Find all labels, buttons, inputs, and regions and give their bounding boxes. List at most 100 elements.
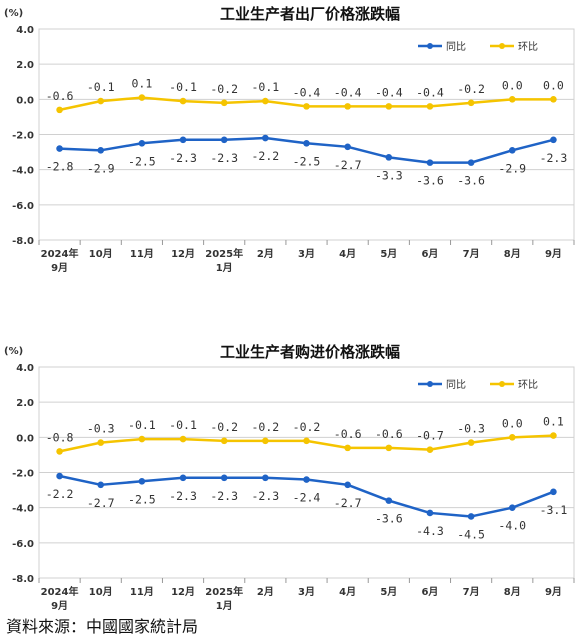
unit-label: (%) <box>4 346 23 357</box>
x-tick-label: 12月 <box>171 248 195 260</box>
data-label-mom: -0.4 <box>375 85 403 99</box>
data-point-yoy <box>220 474 228 482</box>
x-tick-label: 2024年 9月 <box>41 585 79 612</box>
unit-label: (%) <box>4 8 23 19</box>
x-tick-label: 2024年 9月 <box>41 247 79 274</box>
y-tick-label: -8.0 <box>12 236 34 247</box>
x-tick-label: 10月 <box>89 586 113 598</box>
data-point-yoy <box>179 474 187 482</box>
data-point-yoy <box>344 143 351 151</box>
data-point-mom <box>303 103 310 110</box>
data-point-yoy <box>426 159 434 166</box>
data-point-mom <box>508 96 516 103</box>
y-tick-label: 4.0 <box>16 363 34 374</box>
data-point-mom <box>426 446 434 453</box>
x-tick-label: 10月 <box>89 248 113 260</box>
data-label-yoy: -2.2 <box>251 149 279 163</box>
data-label-mom: -0.1 <box>169 80 197 94</box>
data-point-yoy <box>97 147 105 154</box>
data-label-yoy: -2.7 <box>334 158 362 172</box>
data-point-mom <box>303 437 310 445</box>
y-tick-label: -6.0 <box>12 539 34 550</box>
data-label-mom: -0.1 <box>251 80 279 94</box>
y-tick-label: 0.0 <box>16 95 34 106</box>
data-point-mom <box>426 103 434 110</box>
data-label-yoy: -3.1 <box>540 503 568 517</box>
data-point-mom <box>220 437 228 445</box>
legend-label-mom: 环比 <box>518 41 538 53</box>
data-point-yoy <box>138 477 146 485</box>
data-point-mom <box>508 434 516 441</box>
data-label-yoy: -2.9 <box>498 161 526 175</box>
x-tick-label: 9月 <box>545 248 562 260</box>
data-point-yoy <box>56 472 63 480</box>
data-label-yoy: -3.3 <box>375 168 403 182</box>
y-tick-label: 4.0 <box>16 25 34 36</box>
x-tick-label: 8月 <box>504 248 521 260</box>
legend-marker-mom <box>499 381 505 387</box>
data-label-mom: -0.6 <box>375 427 403 441</box>
data-label-mom: -0.3 <box>87 422 115 436</box>
data-point-yoy <box>97 481 105 489</box>
data-point-mom <box>262 97 269 105</box>
data-point-mom <box>97 439 105 446</box>
data-label-mom: -0.7 <box>416 429 444 443</box>
data-point-mom <box>138 94 146 101</box>
y-tick-label: -2.0 <box>12 131 34 142</box>
data-label-mom: 0.1 <box>131 77 152 91</box>
x-tick-label: 7月 <box>463 248 480 260</box>
data-label-yoy: -2.3 <box>210 489 238 503</box>
x-tick-label: 3月 <box>298 586 315 598</box>
data-label-mom: -0.1 <box>128 418 156 432</box>
data-label-mom: -0.2 <box>210 420 238 434</box>
data-label-yoy: -2.3 <box>169 151 197 165</box>
data-point-yoy <box>508 504 516 511</box>
data-point-mom <box>385 444 393 452</box>
data-point-mom <box>550 96 557 103</box>
data-label-yoy: -2.7 <box>334 496 362 510</box>
ppi-purchase-chart: 4.0 2.0 0.0 -2.0 -4.0 -6.0 -8.0 (%) 工业生产者购进价格涨跌幅… <box>4 343 575 612</box>
x-tick-label: 7月 <box>463 586 480 598</box>
data-point-mom <box>385 103 393 110</box>
data-point-mom <box>179 435 187 443</box>
data-point-yoy <box>508 147 516 154</box>
x-tick-label: 6月 <box>421 248 438 260</box>
data-point-mom <box>262 437 269 445</box>
data-point-mom <box>550 432 557 439</box>
data-point-mom <box>467 99 475 107</box>
legend-marker-yoy <box>427 381 433 387</box>
data-label-mom: -0.8 <box>46 430 74 444</box>
data-point-yoy <box>467 159 475 166</box>
data-label-mom: 0.0 <box>543 78 564 92</box>
data-label-yoy: -2.3 <box>251 489 279 503</box>
data-label-mom: 0.0 <box>502 416 523 430</box>
chart-title: 工业生产者出厂价格涨跌幅 <box>220 5 400 23</box>
y-tick-label: 2.0 <box>16 60 34 71</box>
data-point-yoy <box>138 139 146 147</box>
data-point-yoy <box>385 497 393 504</box>
data-point-yoy <box>262 474 269 482</box>
data-label-mom: -0.6 <box>46 89 74 103</box>
y-tick-label: 2.0 <box>16 398 34 409</box>
legend-marker-yoy <box>427 43 433 49</box>
x-tick-label: 12月 <box>171 586 195 598</box>
data-label-mom: -0.2 <box>457 82 485 96</box>
chart-title: 工业生产者购进价格涨跌幅 <box>220 343 400 361</box>
x-tick-label: 2025年 1月 <box>205 247 243 274</box>
data-point-mom <box>467 439 475 446</box>
data-point-yoy <box>303 476 310 483</box>
y-tick-label: -8.0 <box>12 574 34 585</box>
data-label-mom: -0.4 <box>334 85 362 99</box>
data-label-yoy: -3.6 <box>457 174 485 188</box>
data-label-yoy: -4.3 <box>416 524 444 538</box>
y-tick-label: -4.0 <box>12 166 34 177</box>
data-label-yoy: -2.7 <box>87 496 115 510</box>
data-point-yoy <box>385 154 393 161</box>
data-point-yoy <box>179 136 187 144</box>
data-label-yoy: -2.2 <box>46 487 74 501</box>
data-label-mom: 0.0 <box>502 78 523 92</box>
x-tick-label: 9月 <box>545 586 562 598</box>
data-label-yoy: -4.5 <box>457 527 485 541</box>
x-tick-label: 4月 <box>339 586 356 598</box>
data-point-mom <box>97 97 105 105</box>
